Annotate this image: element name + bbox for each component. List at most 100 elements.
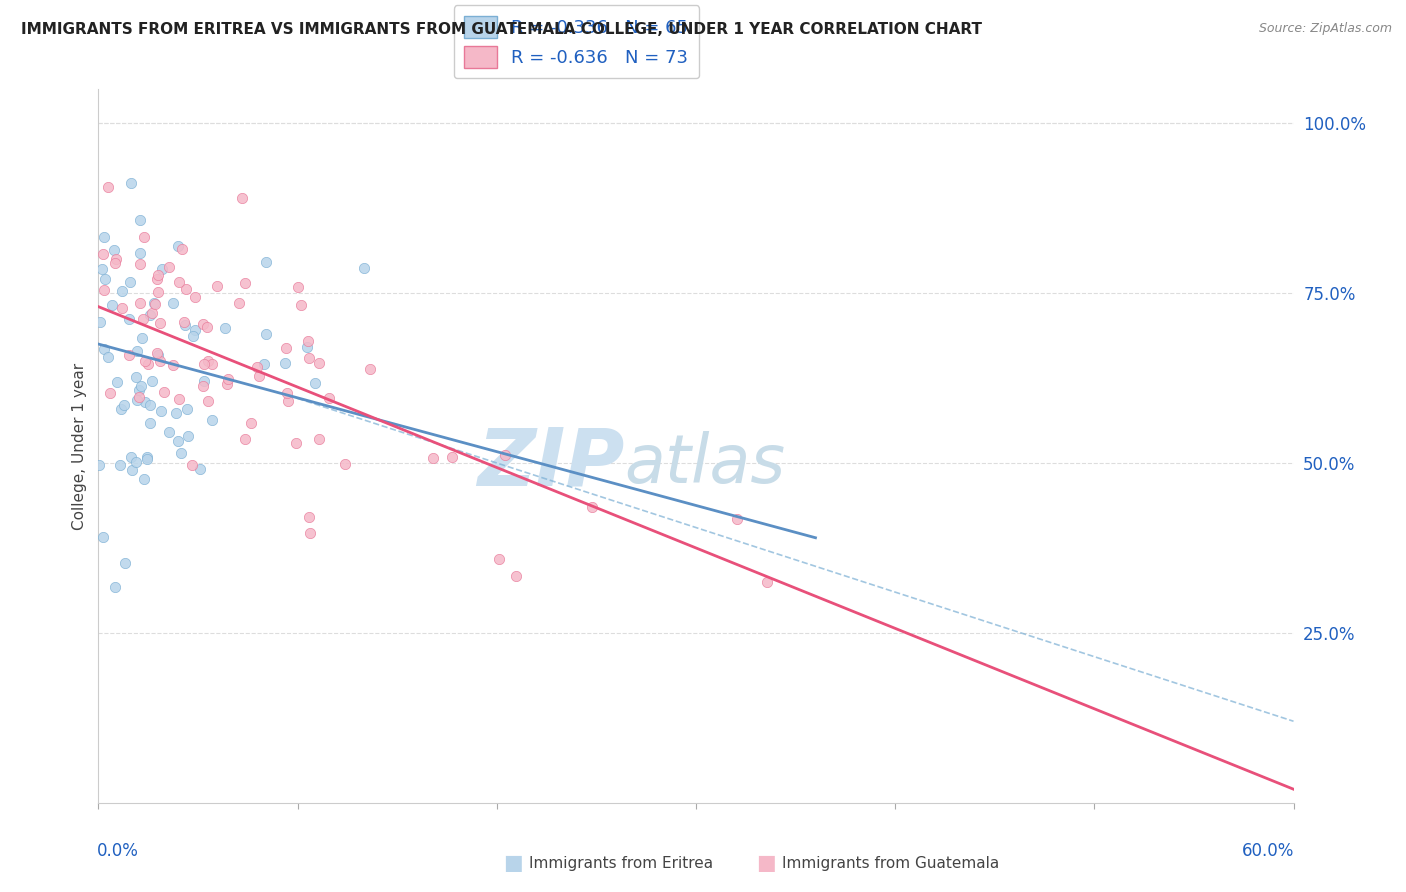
Text: Immigrants from Eritrea: Immigrants from Eritrea [529,856,713,871]
Point [277,394,299,409]
Point [287,279,309,293]
Point [157,425,180,439]
Text: atlas: atlas [624,431,786,497]
Point [247,369,270,384]
Point [581,500,603,515]
Point [333,457,356,471]
Point [118,311,141,326]
Point [308,432,330,446]
Point [128,383,150,397]
Y-axis label: College, Under 1 year: College, Under 1 year [72,362,87,530]
Point [139,308,162,322]
Point [112,398,135,412]
Point [167,392,190,406]
Point [190,462,212,476]
Point [93,343,115,357]
Point [494,448,516,462]
Point [108,458,131,472]
Point [231,190,253,204]
Point [139,416,162,430]
Point [191,318,214,332]
Point [93,230,115,244]
Point [195,320,218,334]
Point [181,458,204,472]
Point [254,326,277,341]
Point [201,413,224,427]
Point [285,436,308,450]
Text: Immigrants from Guatemala: Immigrants from Guatemala [782,856,1000,871]
Point [290,298,312,312]
Point [129,246,152,260]
Point [148,268,170,283]
Point [91,530,114,544]
Point [146,346,169,360]
Point [98,386,121,401]
Point [111,284,134,298]
Text: ZIP: ZIP [477,425,624,503]
Point [91,247,114,261]
Point [132,311,155,326]
Point [488,552,510,566]
Point [173,314,195,328]
Point [149,354,172,368]
Point [139,398,162,412]
Point [120,177,142,191]
Point [353,261,375,276]
Point [505,569,527,583]
Point [150,404,173,418]
Point [298,509,321,524]
Point [153,385,176,400]
Point [125,344,148,359]
Point [166,434,188,449]
Point [214,321,236,335]
Point [97,350,120,364]
Point [217,372,239,386]
Point [756,574,779,589]
Point [131,331,153,345]
Point [422,450,444,465]
Point [359,361,381,376]
Text: IMMIGRANTS FROM ERITREA VS IMMIGRANTS FROM GUATEMALA COLLEGE, UNDER 1 YEAR CORRE: IMMIGRANTS FROM ERITREA VS IMMIGRANTS FR… [21,22,981,37]
Point [233,276,256,290]
Point [149,316,172,330]
Point [110,402,132,417]
Point [318,391,340,405]
Point [298,351,321,366]
Point [121,463,143,477]
Point [127,393,149,408]
Point [167,239,190,253]
Point [193,357,215,371]
Point [172,242,194,256]
Point [308,356,330,370]
Point [89,315,111,329]
Point [254,255,277,269]
Text: 60.0%: 60.0% [1243,842,1295,860]
Point [118,348,141,362]
Point [181,329,204,343]
Point [725,512,748,526]
Point [143,297,166,311]
Point [276,386,298,401]
Point [142,296,165,310]
Point [233,432,256,446]
Text: 0.0%: 0.0% [97,842,139,860]
Point [134,394,156,409]
Point [173,318,195,332]
Point [304,376,326,391]
Point [141,306,163,320]
Text: Source: ZipAtlas.com: Source: ZipAtlas.com [1258,22,1392,36]
Point [87,458,110,472]
Point [162,358,184,372]
Point [165,406,187,420]
Point [146,347,169,361]
Point [93,283,115,297]
Point [201,357,224,371]
Point [105,375,128,389]
Point [120,450,142,464]
Point [114,556,136,570]
Point [276,342,298,356]
Point [239,417,262,431]
Point [111,301,134,316]
Point [120,276,142,290]
Point [170,446,193,460]
